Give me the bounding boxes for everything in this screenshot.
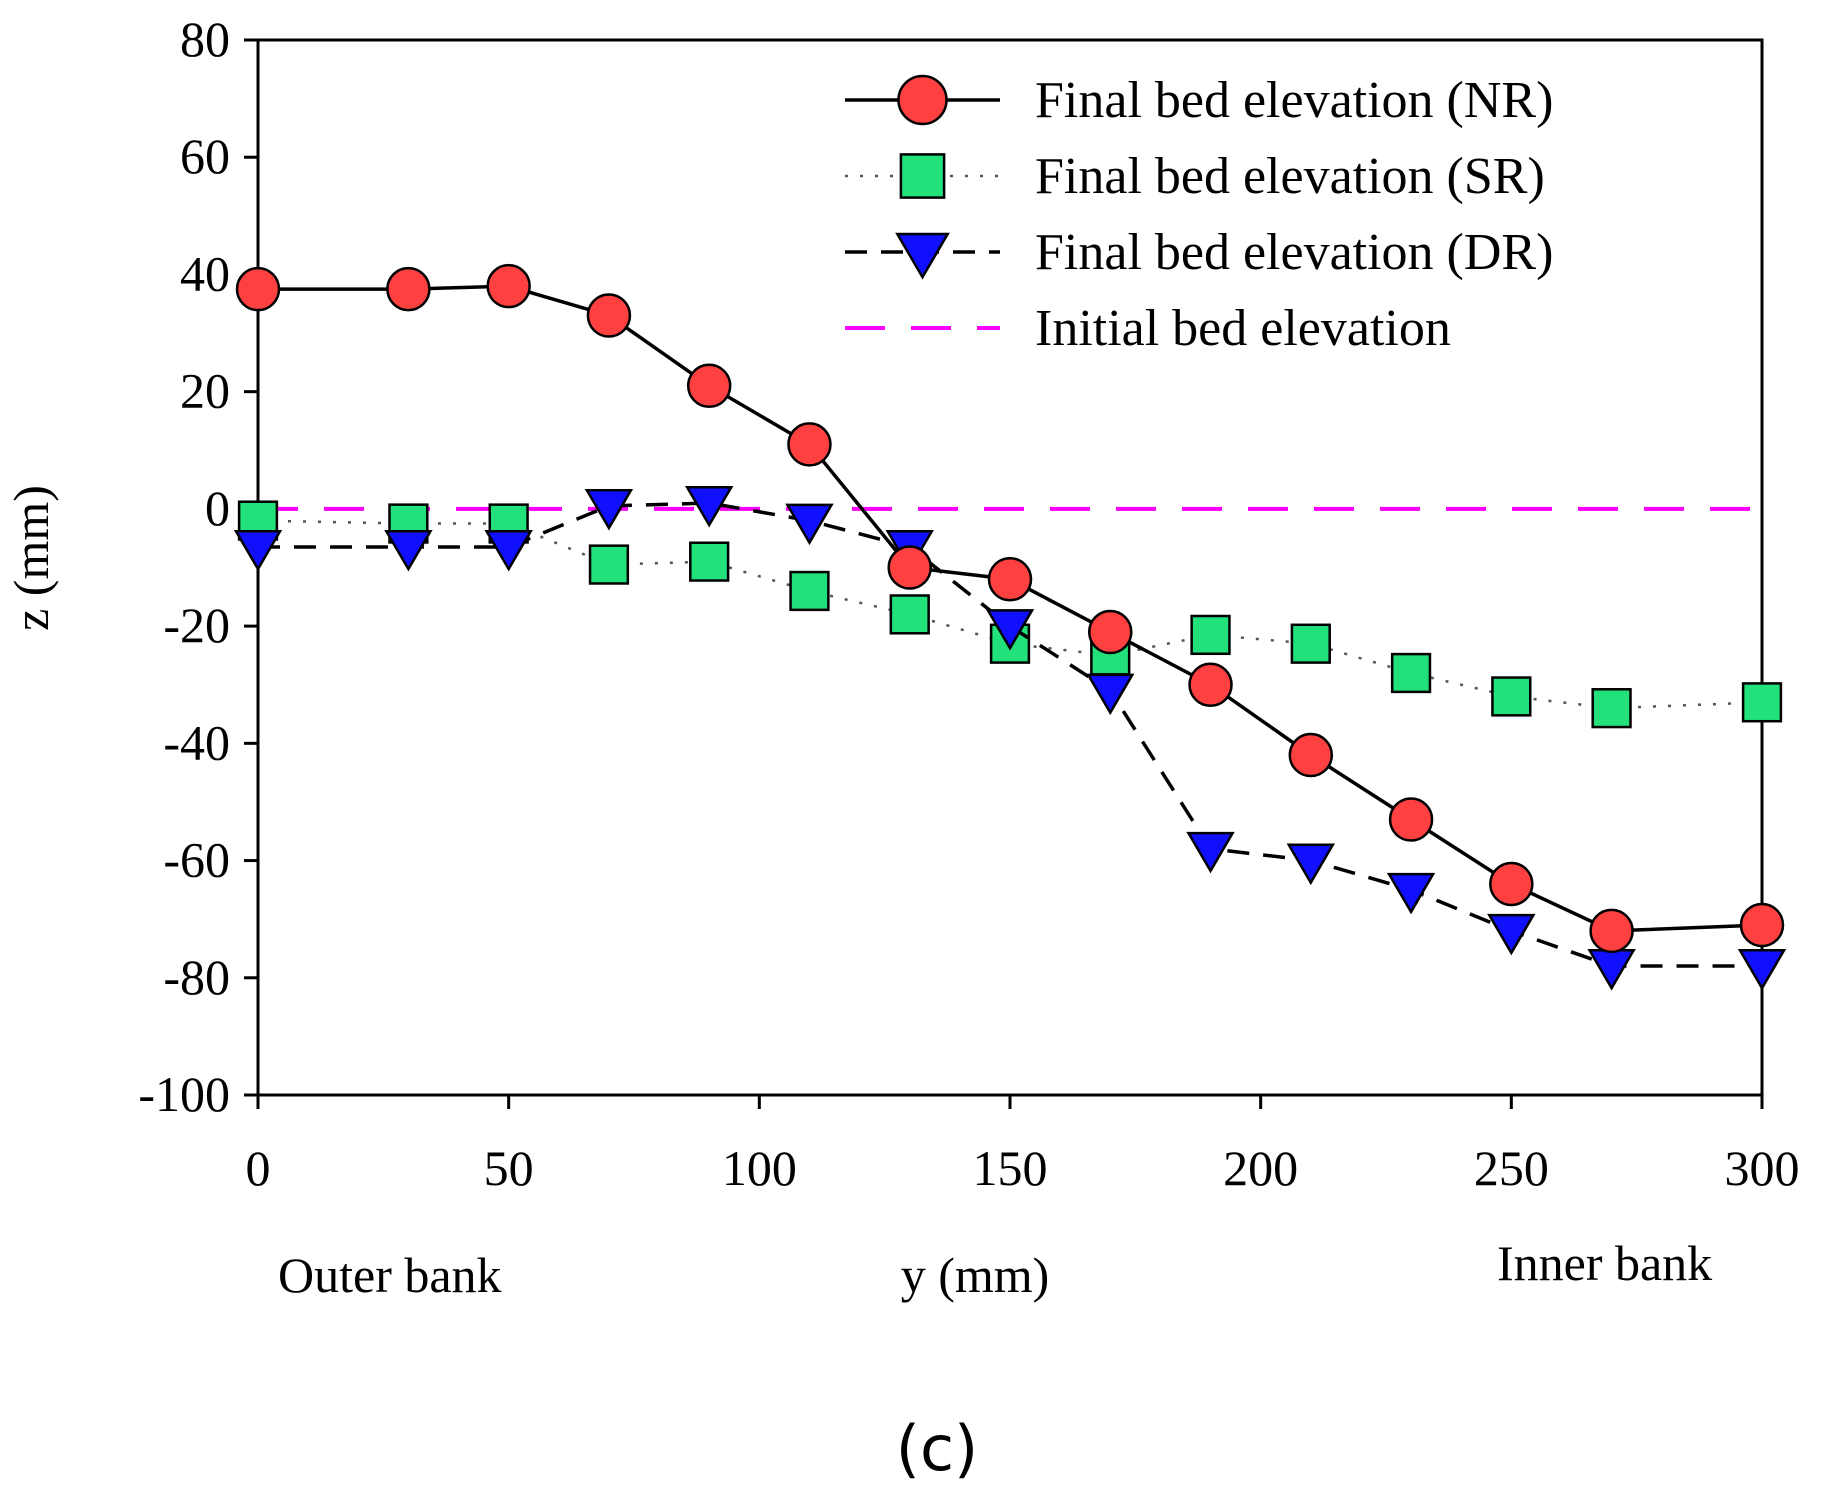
data-point (233, 529, 283, 572)
data-point (789, 570, 830, 612)
data-point (1737, 949, 1787, 991)
x-axis-title: y (mm) (901, 1247, 1050, 1303)
y-axis-title: z (mm) (3, 485, 59, 631)
data-point (1386, 872, 1436, 915)
series-line (258, 284, 1763, 933)
data-point (484, 529, 533, 572)
x-tick-label: 250 (1474, 1140, 1549, 1196)
y-tick-label: 40 (180, 245, 230, 301)
legend-swatch-marker (895, 232, 950, 280)
legend-swatch-marker (897, 74, 948, 126)
x-tick-label: 200 (1223, 1140, 1298, 1196)
data-point (686, 363, 732, 409)
data-point (1489, 861, 1534, 907)
data-point (1186, 831, 1235, 874)
legend-swatch-marker (899, 153, 946, 199)
data-point (1487, 913, 1536, 956)
data-point (586, 293, 632, 338)
series-triangle-down-group (233, 486, 1787, 991)
legend-entry: Initial bed elevation (845, 300, 1451, 357)
y-tick-label: -80 (163, 949, 230, 1005)
data-point (1188, 662, 1233, 707)
data-point (887, 545, 932, 590)
legend-label: Initial bed elevation (1035, 300, 1451, 357)
legend-label: Final bed elevation (NR) (1035, 72, 1553, 129)
data-point (1491, 676, 1532, 717)
data-point (1086, 673, 1135, 716)
x-tick-label: 100 (722, 1140, 797, 1196)
data-point (689, 541, 730, 582)
data-point (1739, 902, 1785, 948)
data-point (584, 488, 634, 531)
data-point (386, 266, 431, 312)
data-point (785, 503, 834, 546)
y-tick-label: 60 (180, 128, 230, 184)
y-tick-label: -40 (163, 714, 230, 770)
y-tick-label: 0 (205, 480, 230, 536)
legend-label: Final bed elevation (DR) (1035, 224, 1553, 281)
series-circle-group (235, 263, 1785, 954)
y-tick-label: -20 (163, 597, 230, 653)
series-line (257, 519, 1763, 710)
data-point (1190, 614, 1231, 656)
legend-entry: Final bed elevation (NR) (845, 72, 1553, 129)
data-point (1286, 843, 1336, 886)
legend-label: Final bed elevation (SR) (1035, 148, 1545, 205)
data-point (1088, 609, 1133, 655)
y-tick-label: 80 (180, 11, 230, 67)
data-point (588, 544, 630, 585)
data-point (1290, 623, 1331, 664)
data-point (235, 266, 281, 312)
data-point (987, 556, 1033, 602)
series-layer (233, 263, 1787, 991)
data-point (787, 422, 832, 467)
data-point (985, 609, 1035, 651)
data-point (684, 486, 734, 528)
legend-entry: Final bed elevation (DR) (845, 224, 1553, 281)
x-tick-label: 0 (246, 1140, 271, 1196)
data-point (1591, 688, 1632, 729)
legend-entry: Final bed elevation (SR) (845, 148, 1545, 205)
data-point (1589, 908, 1634, 954)
x-tick-label: 150 (973, 1140, 1048, 1196)
legend: Final bed elevation (NR) Final bed elevat… (845, 72, 1553, 357)
data-point (1390, 652, 1432, 694)
x-tick-label: 50 (484, 1140, 534, 1196)
data-point (1288, 732, 1334, 778)
x-tick-label: 300 (1725, 1140, 1800, 1196)
outer-bank-annotation: Outer bank (278, 1247, 502, 1303)
data-point (1388, 797, 1434, 842)
data-point (1741, 682, 1783, 723)
y-axis-ticks: 80 60 40 20 0 -20 -40 -60 -80 -100 (138, 11, 258, 1122)
y-tick-label: -100 (138, 1066, 230, 1122)
data-point (1587, 949, 1636, 991)
figure-label: (c) (896, 1412, 978, 1485)
data-point (486, 263, 531, 309)
y-tick-label: -60 (163, 832, 230, 888)
y-tick-label: 20 (180, 363, 230, 419)
inner-bank-annotation: Inner bank (1497, 1235, 1712, 1291)
data-point (889, 594, 930, 635)
data-point (384, 529, 433, 572)
x-axis-ticks: 0 50 100 150 200 250 300 (246, 1095, 1800, 1196)
